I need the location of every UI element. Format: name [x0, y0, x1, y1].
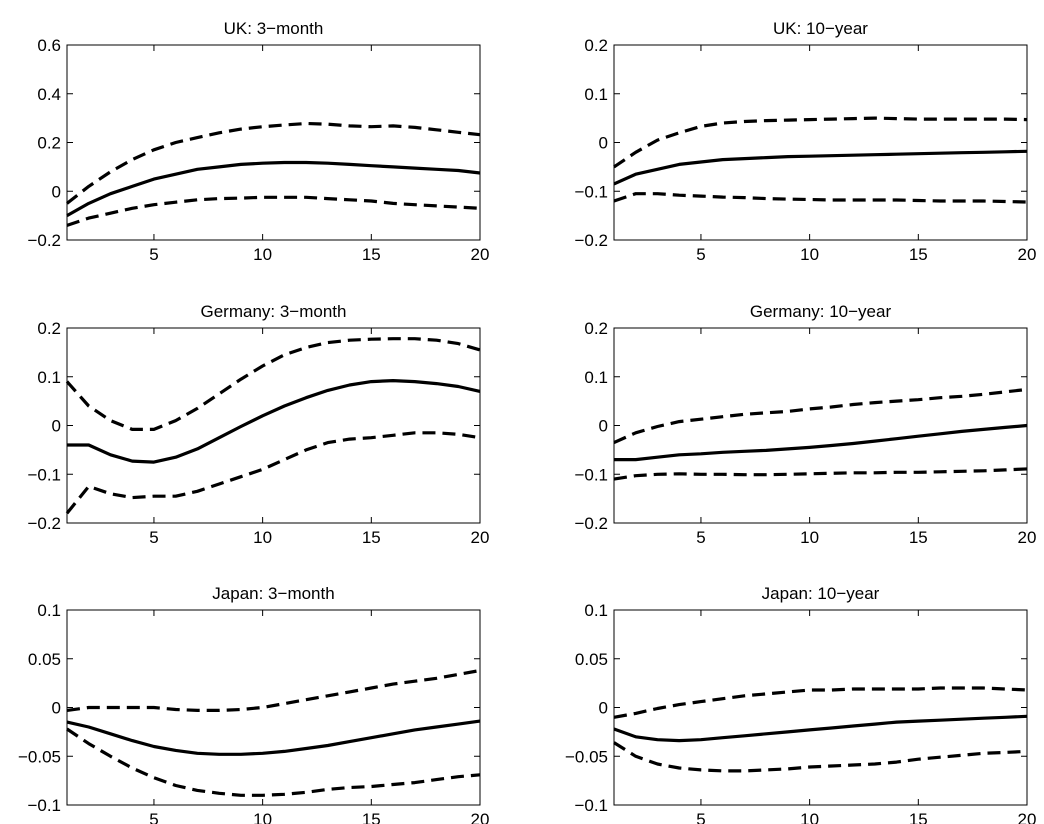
x-tick-label: 15	[362, 810, 381, 824]
plot-area	[613, 609, 1028, 806]
upper-band-line	[613, 116, 1028, 169]
y-tick-label: −0.2	[27, 231, 61, 250]
x-tick-label: 5	[149, 245, 158, 264]
plot-area	[66, 327, 481, 524]
chart-panel-3: Germany: 3−month −0.2 −0.1 0 0.1 0.2 5 10 15 20	[27, 302, 489, 547]
y-tick-label: −0.2	[574, 514, 608, 533]
lower-band-line	[65, 431, 481, 515]
y-tick-label: −0.1	[27, 796, 61, 815]
lower-band-line	[613, 741, 1028, 773]
y-tick-label: −0.1	[574, 796, 608, 815]
lower-band-line	[66, 727, 481, 797]
y-tick-label: −0.05	[565, 747, 608, 766]
lower-band-line	[66, 195, 481, 227]
chart-panel-1: UK: 3−month −0.2 0 0.2 0.4 0.6 5 10 15 20	[27, 19, 489, 264]
y-tick-label: 0.1	[37, 368, 61, 387]
response-line	[66, 719, 481, 756]
y-tick-label: −0.1	[27, 465, 61, 484]
x-tick-label: 20	[1018, 245, 1037, 264]
y-tick-label: −0.2	[574, 231, 608, 250]
chart-panel-4: Germany: 10−year −0.2 −0.1 0 0.1 0.2 5 10 15 20	[574, 302, 1036, 547]
y-tick-label: 0.1	[37, 601, 61, 620]
x-tick-label: 15	[909, 528, 928, 547]
chart-panel-5: Japan: 3−month −0.1 −0.05 0 0.05 0.1 5 10 15 20	[18, 584, 489, 824]
x-tick-label: 15	[909, 810, 928, 824]
y-tick-label: 0.2	[37, 134, 61, 153]
response-line	[66, 160, 481, 217]
chart-panel-2: UK: 10−year −0.2 −0.1 0 0.1 0.2 5 10 15 20	[574, 19, 1036, 264]
x-tick-label: 20	[1018, 528, 1037, 547]
upper-band-line	[66, 668, 481, 713]
x-tick-label: 5	[149, 810, 158, 824]
x-tick-label: 5	[696, 245, 705, 264]
y-tick-label: 0	[599, 699, 608, 718]
plot-area	[66, 44, 481, 241]
x-tick-label: 10	[800, 245, 819, 264]
y-tick-label: −0.05	[18, 747, 61, 766]
chart-title: Germany: 3−month	[201, 302, 347, 321]
upper-band-line	[613, 387, 1028, 445]
plot-area	[613, 327, 1028, 524]
x-tick-label: 20	[471, 528, 490, 547]
x-tick-label: 10	[253, 810, 272, 824]
x-tick-label: 10	[800, 528, 819, 547]
chart-title: Japan: 3−month	[212, 584, 334, 603]
chart-title: UK: 10−year	[773, 19, 868, 38]
y-tick-label: 0.2	[584, 36, 608, 55]
y-tick-label: 0.4	[37, 85, 61, 104]
x-tick-label: 10	[253, 245, 272, 264]
upper-band-line	[613, 686, 1028, 719]
response-line	[613, 149, 1028, 186]
x-tick-label: 20	[471, 810, 490, 824]
x-tick-label: 10	[253, 528, 272, 547]
chart-title: Germany: 10−year	[750, 302, 892, 321]
plot-area	[613, 44, 1028, 241]
x-tick-label: 15	[909, 245, 928, 264]
chart-title: Japan: 10−year	[762, 584, 880, 603]
upper-band-line	[66, 121, 481, 205]
upper-band-line	[65, 337, 481, 431]
y-tick-label: 0	[52, 417, 61, 436]
y-tick-label: −0.1	[574, 465, 608, 484]
chart-title: UK: 3−month	[224, 19, 324, 38]
y-tick-label: −0.1	[574, 182, 608, 201]
x-tick-label: 5	[696, 810, 705, 824]
y-tick-label: 0	[599, 134, 608, 153]
chart-panel-6: Japan: 10−year −0.1 −0.05 0 0.05 0.1 5 10 15 20	[565, 584, 1036, 824]
y-tick-label: 0	[599, 417, 608, 436]
x-tick-label: 20	[1018, 810, 1037, 824]
y-tick-label: 0.1	[584, 601, 608, 620]
y-tick-label: 0.05	[28, 650, 61, 669]
y-tick-label: 0.1	[584, 85, 608, 104]
lower-band-line	[613, 192, 1028, 204]
y-tick-label: 0.05	[575, 650, 608, 669]
y-tick-label: 0.2	[584, 319, 608, 338]
x-tick-label: 5	[696, 528, 705, 547]
x-tick-label: 15	[362, 245, 381, 264]
y-tick-label: 0.1	[584, 368, 608, 387]
x-tick-label: 5	[149, 528, 158, 547]
response-line	[67, 379, 481, 464]
y-tick-label: 0	[52, 182, 61, 201]
x-tick-label: 10	[800, 810, 819, 824]
lower-band-line	[613, 467, 1028, 481]
y-tick-label: −0.2	[27, 514, 61, 533]
x-tick-label: 15	[362, 528, 381, 547]
y-tick-label: 0	[52, 699, 61, 718]
response-line	[614, 423, 1028, 462]
y-tick-label: 0.2	[37, 319, 61, 338]
y-tick-label: 0.6	[37, 36, 61, 55]
x-tick-label: 20	[471, 245, 490, 264]
response-line	[613, 714, 1028, 743]
